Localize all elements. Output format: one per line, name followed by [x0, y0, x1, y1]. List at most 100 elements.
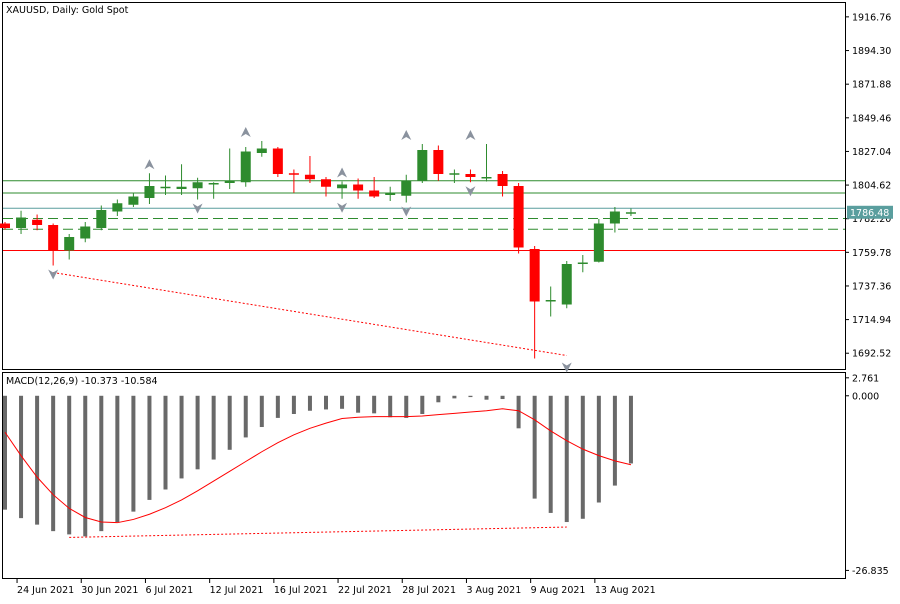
- fractal-down-arrow-icon: [337, 202, 348, 213]
- candle-body: [192, 182, 203, 189]
- macd-histogram-bar: [275, 395, 280, 418]
- time-axis-label: 6 Jul 2021: [145, 585, 193, 596]
- price-axis-label: 1827.04: [852, 147, 891, 158]
- macd-histogram-bar: [179, 395, 184, 479]
- candle-body: [128, 196, 139, 205]
- time-axis-label: 13 Aug 2021: [595, 585, 656, 596]
- candle-body: [176, 186, 187, 189]
- macd-histogram-bar: [388, 395, 393, 418]
- macd-histogram-bar: [516, 395, 521, 429]
- candle-body: [369, 190, 380, 197]
- macd-histogram-bar: [51, 395, 56, 532]
- candle-body: [48, 225, 59, 251]
- macd-histogram-bar: [324, 395, 328, 410]
- candle: [192, 177, 203, 200]
- candle: [272, 147, 283, 177]
- fractal-down-arrow-icon: [561, 362, 572, 373]
- fractal-down-arrow-icon: [465, 186, 476, 197]
- candle: [96, 205, 107, 231]
- candle-body: [240, 151, 251, 183]
- fractal-up-arrow-icon: [465, 130, 476, 140]
- candle-body: [272, 148, 283, 174]
- candle-body: [16, 217, 27, 228]
- candle: [593, 219, 604, 263]
- macd-divergence-line[interactable]: [69, 526, 567, 538]
- candle-body: [481, 177, 492, 179]
- time-axis-label: 22 Jul 2021: [338, 585, 392, 596]
- candle: [240, 147, 251, 187]
- candle: [385, 186, 396, 201]
- macd-histogram-bar: [3, 395, 7, 510]
- price-axis-label: 1804.62: [852, 181, 891, 192]
- macd-histogram-bar: [420, 395, 425, 414]
- fractal-up-arrow-icon: [401, 130, 412, 140]
- macd-histogram-bar: [147, 395, 152, 500]
- candle-body: [337, 184, 348, 189]
- candle-body: [80, 226, 91, 239]
- candle: [112, 199, 123, 216]
- price-axis-label: 1714.94: [852, 315, 891, 326]
- price-divergence-line[interactable]: [53, 272, 567, 356]
- macd-histogram-bar: [340, 395, 345, 409]
- macd-histogram-bar: [564, 395, 569, 523]
- candle: [337, 181, 348, 199]
- candle-body: [513, 186, 524, 248]
- macd-histogram-bar: [436, 395, 441, 403]
- candle: [80, 222, 91, 243]
- macd-histogram-bar: [227, 395, 232, 450]
- time-axis-label: 3 Aug 2021: [466, 585, 521, 596]
- price-panel[interactable]: [2, 2, 846, 370]
- macd-histogram-bar: [163, 395, 168, 490]
- price-axis-label: 1737.36: [852, 281, 891, 292]
- candle: [321, 177, 331, 197]
- macd-histogram-bar: [532, 395, 537, 499]
- candle-body: [64, 237, 75, 251]
- candle: [64, 234, 75, 260]
- candle: [160, 175, 171, 195]
- macd-histogram-bar: [195, 395, 200, 470]
- macd-histogram-bar: [500, 395, 505, 400]
- macd-histogram-bar: [307, 395, 312, 411]
- macd-histogram-bar: [356, 395, 361, 413]
- price-axis-label: 1894.30: [852, 46, 891, 57]
- macd-histogram-bar: [580, 395, 585, 519]
- candle: [144, 173, 155, 204]
- candle-body: [609, 211, 620, 224]
- macd-histogram-bar: [243, 395, 248, 438]
- time-axis-label: 9 Aug 2021: [531, 585, 586, 596]
- candle-body: [497, 174, 508, 186]
- candle: [128, 193, 139, 207]
- candle: [513, 183, 524, 254]
- candle: [48, 223, 59, 266]
- macd-histogram-bar: [131, 395, 136, 512]
- time-axis-label: 16 Jul 2021: [274, 585, 328, 596]
- macd-histogram-bar: [548, 395, 553, 513]
- candle: [369, 177, 380, 198]
- candle-body: [417, 150, 428, 181]
- candle: [288, 169, 299, 193]
- macd-axis-label: 0.000: [852, 391, 879, 402]
- candle-body: [385, 193, 396, 195]
- axes: 1916.76 1894.30 1871.88 1849.46 1827.04 1804.…: [16, 12, 893, 596]
- price-axis-label: 1759.78: [852, 248, 891, 259]
- macd-axis-label: 2.761: [852, 373, 879, 384]
- time-axis-label: 30 Jun 2021: [81, 585, 138, 596]
- fractal-up-arrow-icon: [337, 167, 348, 178]
- macd-histogram-bar: [291, 395, 296, 414]
- candle-body: [561, 264, 572, 305]
- candle-body: [465, 174, 476, 177]
- price-axis-label: 1871.88: [852, 80, 891, 91]
- macd-signal-line: [4, 408, 632, 524]
- candle: [208, 182, 219, 199]
- candle: [353, 178, 364, 199]
- price-axis-label: 1782.20: [852, 214, 891, 225]
- macd-histogram-bar: [67, 395, 72, 535]
- candle: [561, 261, 572, 309]
- candle: [417, 144, 428, 183]
- candle: [577, 255, 588, 273]
- candle: [0, 222, 10, 230]
- candle-body: [321, 179, 331, 187]
- fractal-down-arrow-icon: [48, 269, 59, 280]
